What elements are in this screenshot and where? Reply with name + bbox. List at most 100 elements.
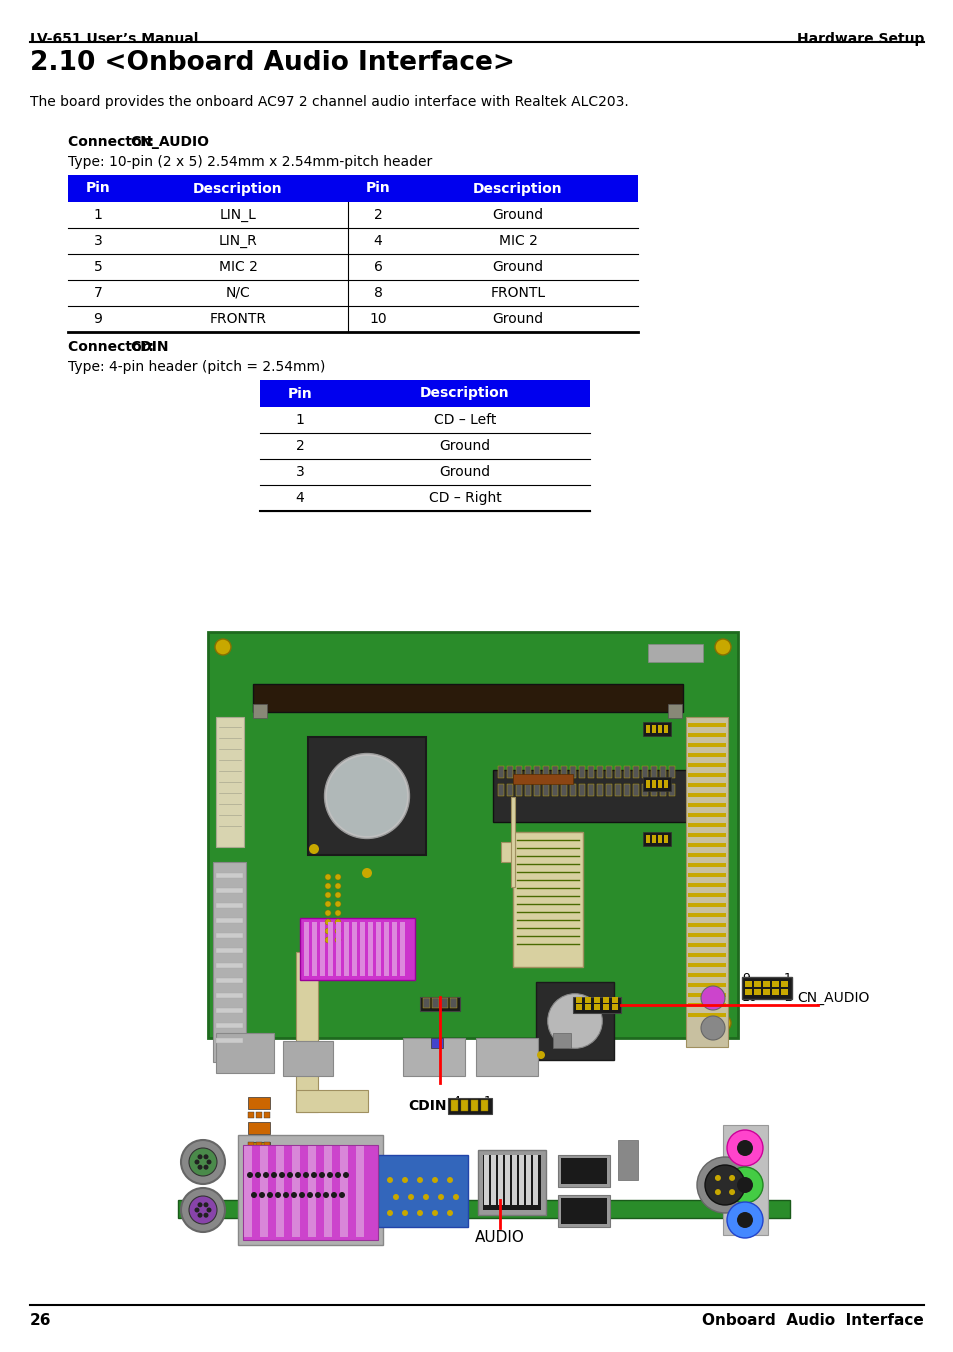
Bar: [647, 644, 702, 662]
Bar: [659, 767, 665, 777]
Bar: [477, 1151, 545, 1215]
Circle shape: [387, 1210, 393, 1215]
Text: 9: 9: [741, 972, 749, 986]
Bar: [283, 1041, 333, 1076]
Bar: [248, 1122, 270, 1134]
Text: Pin: Pin: [86, 181, 111, 196]
Bar: [569, 767, 576, 777]
Bar: [299, 918, 415, 980]
Circle shape: [422, 1194, 429, 1201]
Bar: [552, 767, 558, 777]
Bar: [260, 380, 589, 407]
Text: 3: 3: [295, 465, 304, 479]
Bar: [687, 794, 725, 796]
Circle shape: [271, 1172, 276, 1178]
Bar: [255, 1172, 262, 1178]
Circle shape: [197, 1155, 202, 1159]
Bar: [215, 1033, 274, 1073]
Text: Ground: Ground: [492, 260, 543, 274]
Circle shape: [247, 1172, 253, 1178]
Bar: [432, 998, 438, 1009]
Bar: [328, 922, 333, 976]
Text: Ground: Ground: [439, 439, 490, 453]
Circle shape: [194, 1160, 199, 1164]
Circle shape: [203, 1155, 209, 1159]
Circle shape: [432, 1210, 437, 1215]
Circle shape: [325, 937, 331, 942]
Bar: [612, 1005, 618, 1010]
Circle shape: [181, 1188, 225, 1232]
Bar: [633, 767, 639, 777]
Bar: [518, 1155, 523, 1205]
Text: 2: 2: [295, 439, 304, 453]
Bar: [253, 684, 682, 713]
Bar: [392, 922, 396, 976]
Bar: [243, 1145, 377, 1240]
Text: 10: 10: [741, 991, 757, 1005]
Circle shape: [203, 1202, 209, 1207]
Circle shape: [325, 910, 331, 917]
Bar: [264, 1111, 270, 1118]
Bar: [295, 952, 317, 1111]
Bar: [248, 1142, 253, 1148]
Bar: [560, 1198, 606, 1224]
Text: 2: 2: [374, 208, 382, 222]
Circle shape: [214, 1015, 231, 1032]
Bar: [594, 1005, 599, 1010]
Circle shape: [325, 900, 331, 907]
Bar: [451, 1101, 457, 1111]
Circle shape: [335, 873, 340, 880]
Bar: [542, 767, 548, 777]
Text: 1: 1: [295, 412, 304, 427]
Bar: [215, 888, 243, 894]
Text: 4: 4: [295, 491, 304, 506]
Bar: [576, 1005, 581, 1010]
Text: 2.10 <Onboard Audio Interface>: 2.10 <Onboard Audio Interface>: [30, 50, 515, 76]
Circle shape: [303, 1172, 309, 1178]
Bar: [578, 784, 584, 796]
Circle shape: [189, 1148, 216, 1176]
Text: MIC 2: MIC 2: [218, 260, 257, 274]
Bar: [687, 1013, 725, 1017]
Bar: [497, 784, 503, 796]
Circle shape: [416, 1210, 422, 1215]
Circle shape: [737, 1178, 752, 1192]
Circle shape: [387, 1178, 393, 1183]
Bar: [324, 1146, 332, 1237]
Bar: [722, 1125, 767, 1234]
Bar: [525, 1155, 531, 1205]
Circle shape: [343, 1172, 349, 1178]
Bar: [602, 996, 608, 1003]
Bar: [615, 784, 620, 796]
Bar: [651, 725, 656, 733]
Bar: [480, 1101, 488, 1111]
Bar: [335, 922, 340, 976]
Circle shape: [447, 1178, 453, 1183]
Bar: [687, 813, 725, 817]
Bar: [308, 737, 426, 854]
Bar: [605, 784, 612, 796]
Bar: [260, 1146, 268, 1237]
Circle shape: [714, 639, 730, 654]
Bar: [213, 863, 246, 1063]
Bar: [339, 1146, 348, 1237]
Bar: [687, 894, 725, 896]
Bar: [534, 767, 539, 777]
Bar: [687, 823, 725, 827]
Bar: [658, 725, 661, 733]
Bar: [687, 983, 725, 987]
Bar: [602, 1005, 608, 1010]
Circle shape: [287, 1172, 293, 1178]
Bar: [687, 1003, 725, 1007]
Circle shape: [307, 1192, 313, 1198]
Circle shape: [697, 1157, 752, 1213]
Bar: [558, 1155, 609, 1187]
Bar: [687, 733, 725, 737]
Ellipse shape: [547, 994, 601, 1048]
Bar: [471, 1101, 477, 1111]
Text: 5: 5: [93, 260, 102, 274]
Bar: [741, 977, 791, 999]
Bar: [569, 784, 576, 796]
Circle shape: [278, 1172, 285, 1178]
Circle shape: [335, 919, 340, 925]
